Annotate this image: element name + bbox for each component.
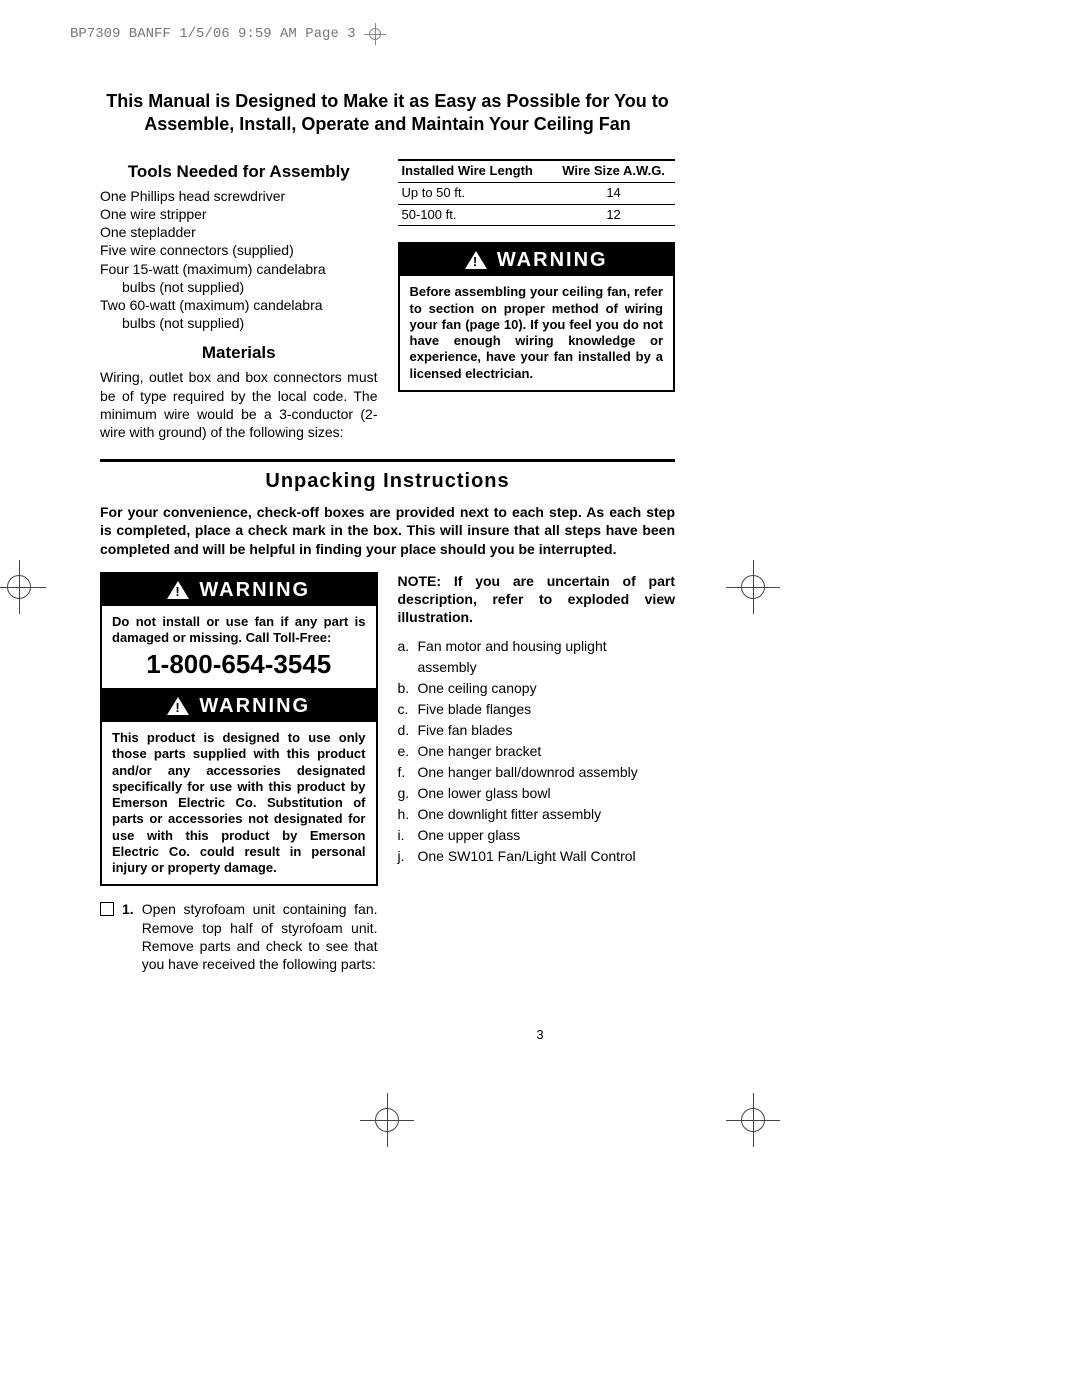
warning-header: WARNING	[102, 574, 376, 606]
warning-body: This product is designed to use only tho…	[102, 722, 376, 884]
list-label: a.	[398, 636, 418, 657]
warning-triangle-icon	[167, 581, 189, 599]
tools-item: bulbs (not supplied)	[100, 314, 378, 332]
tools-item: One wire stripper	[100, 205, 378, 223]
warning-label: WARNING	[199, 577, 310, 603]
tools-item: Four 15-watt (maximum) candelabra	[100, 260, 378, 278]
list-label: e.	[398, 741, 418, 762]
bottom-right-column: NOTE: If you are uncertain of part descr…	[398, 572, 676, 973]
list-label: j.	[398, 846, 418, 867]
list-label: b.	[398, 678, 418, 699]
tools-list: One Phillips head screwdriverOne wire st…	[100, 187, 378, 333]
list-text: One hanger ball/downrod assembly	[418, 762, 638, 783]
list-text: One hanger bracket	[418, 741, 542, 762]
top-right-column: Installed Wire Length Wire Size A.W.G. U…	[398, 159, 676, 441]
tools-item: Two 60-watt (maximum) candelabra	[100, 296, 378, 314]
checkbox[interactable]	[100, 902, 114, 916]
table-cell: 50-100 ft.	[398, 204, 553, 226]
tools-item: bulbs (not supplied)	[100, 278, 378, 296]
warning-box-wiring: WARNING Before assembling your ceiling f…	[398, 242, 676, 392]
list-text: Five blade flanges	[418, 699, 532, 720]
bottom-left-column: WARNING Do not install or use fan if any…	[100, 572, 378, 973]
list-item: b.One ceiling canopy	[398, 678, 676, 699]
wire-col-1: Installed Wire Length	[398, 160, 553, 182]
list-label: f.	[398, 762, 418, 783]
crop-mark-icon	[364, 23, 386, 45]
table-cell: 14	[552, 182, 675, 204]
table-row: 50-100 ft.12	[398, 204, 676, 226]
warning-body: Do not install or use fan if any part is…	[102, 606, 376, 647]
warning-header: WARNING	[400, 244, 674, 276]
warning-box-parts: WARNING This product is designed to use …	[100, 690, 378, 886]
unpacking-intro: For your convenience, check-off boxes ar…	[100, 503, 675, 558]
materials-heading: Materials	[100, 342, 378, 364]
content-area: This Manual is Designed to Make it as Ea…	[100, 90, 675, 973]
list-text: One downlight fitter assembly	[418, 804, 602, 825]
wire-col-2: Wire Size A.W.G.	[552, 160, 675, 182]
tools-item: One Phillips head screwdriver	[100, 187, 378, 205]
list-label: h.	[398, 804, 418, 825]
step-1: 1. Open styrofoam unit containing fan. R…	[100, 900, 378, 973]
top-columns: Tools Needed for Assembly One Phillips h…	[100, 159, 675, 441]
crop-mark-icon	[726, 560, 780, 614]
warning-box-damaged: WARNING Do not install or use fan if any…	[100, 572, 378, 690]
wire-table: Installed Wire Length Wire Size A.W.G. U…	[398, 159, 676, 227]
unpacking-title: Unpacking Instructions	[100, 470, 675, 493]
list-text: One ceiling canopy	[418, 678, 537, 699]
step-text: Open styrofoam unit containing fan. Remo…	[142, 900, 378, 973]
page-number: 3	[0, 1027, 1080, 1042]
list-text: One upper glass	[418, 825, 521, 846]
materials-text: Wiring, outlet box and box connectors mu…	[100, 368, 378, 441]
step-number: 1.	[122, 900, 134, 973]
list-item: g.One lower glass bowl	[398, 783, 676, 804]
note: NOTE: If you are uncertain of part descr…	[398, 572, 676, 627]
list-label: c.	[398, 699, 418, 720]
print-slug: BP7309 BANFF 1/5/06 9:59 AM Page 3	[70, 26, 356, 42]
table-row: Up to 50 ft.14	[398, 182, 676, 204]
warning-body: Before assembling your ceiling fan, refe…	[400, 276, 674, 390]
bottom-columns: WARNING Do not install or use fan if any…	[100, 572, 675, 973]
table-cell: Up to 50 ft.	[398, 182, 553, 204]
list-item: i.One upper glass	[398, 825, 676, 846]
main-title: This Manual is Designed to Make it as Ea…	[100, 90, 675, 137]
page: BP7309 BANFF 1/5/06 9:59 AM Page 3 This …	[0, 0, 1080, 1397]
list-item: j.One SW101 Fan/Light Wall Control	[398, 846, 676, 867]
list-label: g.	[398, 783, 418, 804]
crop-mark-icon	[360, 1093, 414, 1147]
print-header: BP7309 BANFF 1/5/06 9:59 AM Page 3	[70, 22, 1010, 46]
list-text-cont: assembly	[398, 657, 676, 678]
list-text: Fan motor and housing uplight	[418, 636, 607, 657]
list-label: d.	[398, 720, 418, 741]
warning-label: WARNING	[497, 247, 608, 273]
crop-mark-icon	[726, 1093, 780, 1147]
list-text: One SW101 Fan/Light Wall Control	[418, 846, 636, 867]
list-text: One lower glass bowl	[418, 783, 551, 804]
crop-mark-icon	[0, 560, 46, 614]
list-item: a.Fan motor and housing uplight	[398, 636, 676, 657]
list-item: c.Five blade flanges	[398, 699, 676, 720]
parts-list: a.Fan motor and housing uplightassemblyb…	[398, 636, 676, 867]
warning-triangle-icon	[167, 697, 189, 715]
warning-label: WARNING	[199, 693, 310, 719]
warning-header: WARNING	[102, 690, 376, 722]
list-item: f.One hanger ball/downrod assembly	[398, 762, 676, 783]
tools-heading: Tools Needed for Assembly	[100, 161, 378, 183]
list-label: i.	[398, 825, 418, 846]
table-cell: 12	[552, 204, 675, 226]
list-item: h.One downlight fitter assembly	[398, 804, 676, 825]
top-left-column: Tools Needed for Assembly One Phillips h…	[100, 159, 378, 441]
tools-item: One stepladder	[100, 223, 378, 241]
warning-triangle-icon	[465, 251, 487, 269]
toll-free-phone: 1-800-654-3545	[102, 646, 376, 688]
list-item: e.One hanger bracket	[398, 741, 676, 762]
list-text: Five fan blades	[418, 720, 513, 741]
section-divider	[100, 459, 675, 462]
list-item: d.Five fan blades	[398, 720, 676, 741]
tools-item: Five wire connectors (supplied)	[100, 241, 378, 259]
